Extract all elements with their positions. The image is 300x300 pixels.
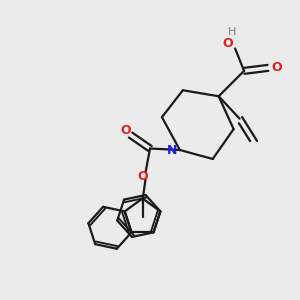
Text: O: O [138, 170, 148, 183]
Text: H: H [228, 27, 236, 37]
Text: O: O [222, 38, 233, 50]
Text: O: O [121, 124, 131, 137]
Text: O: O [272, 61, 282, 74]
Text: N: N [167, 143, 178, 157]
